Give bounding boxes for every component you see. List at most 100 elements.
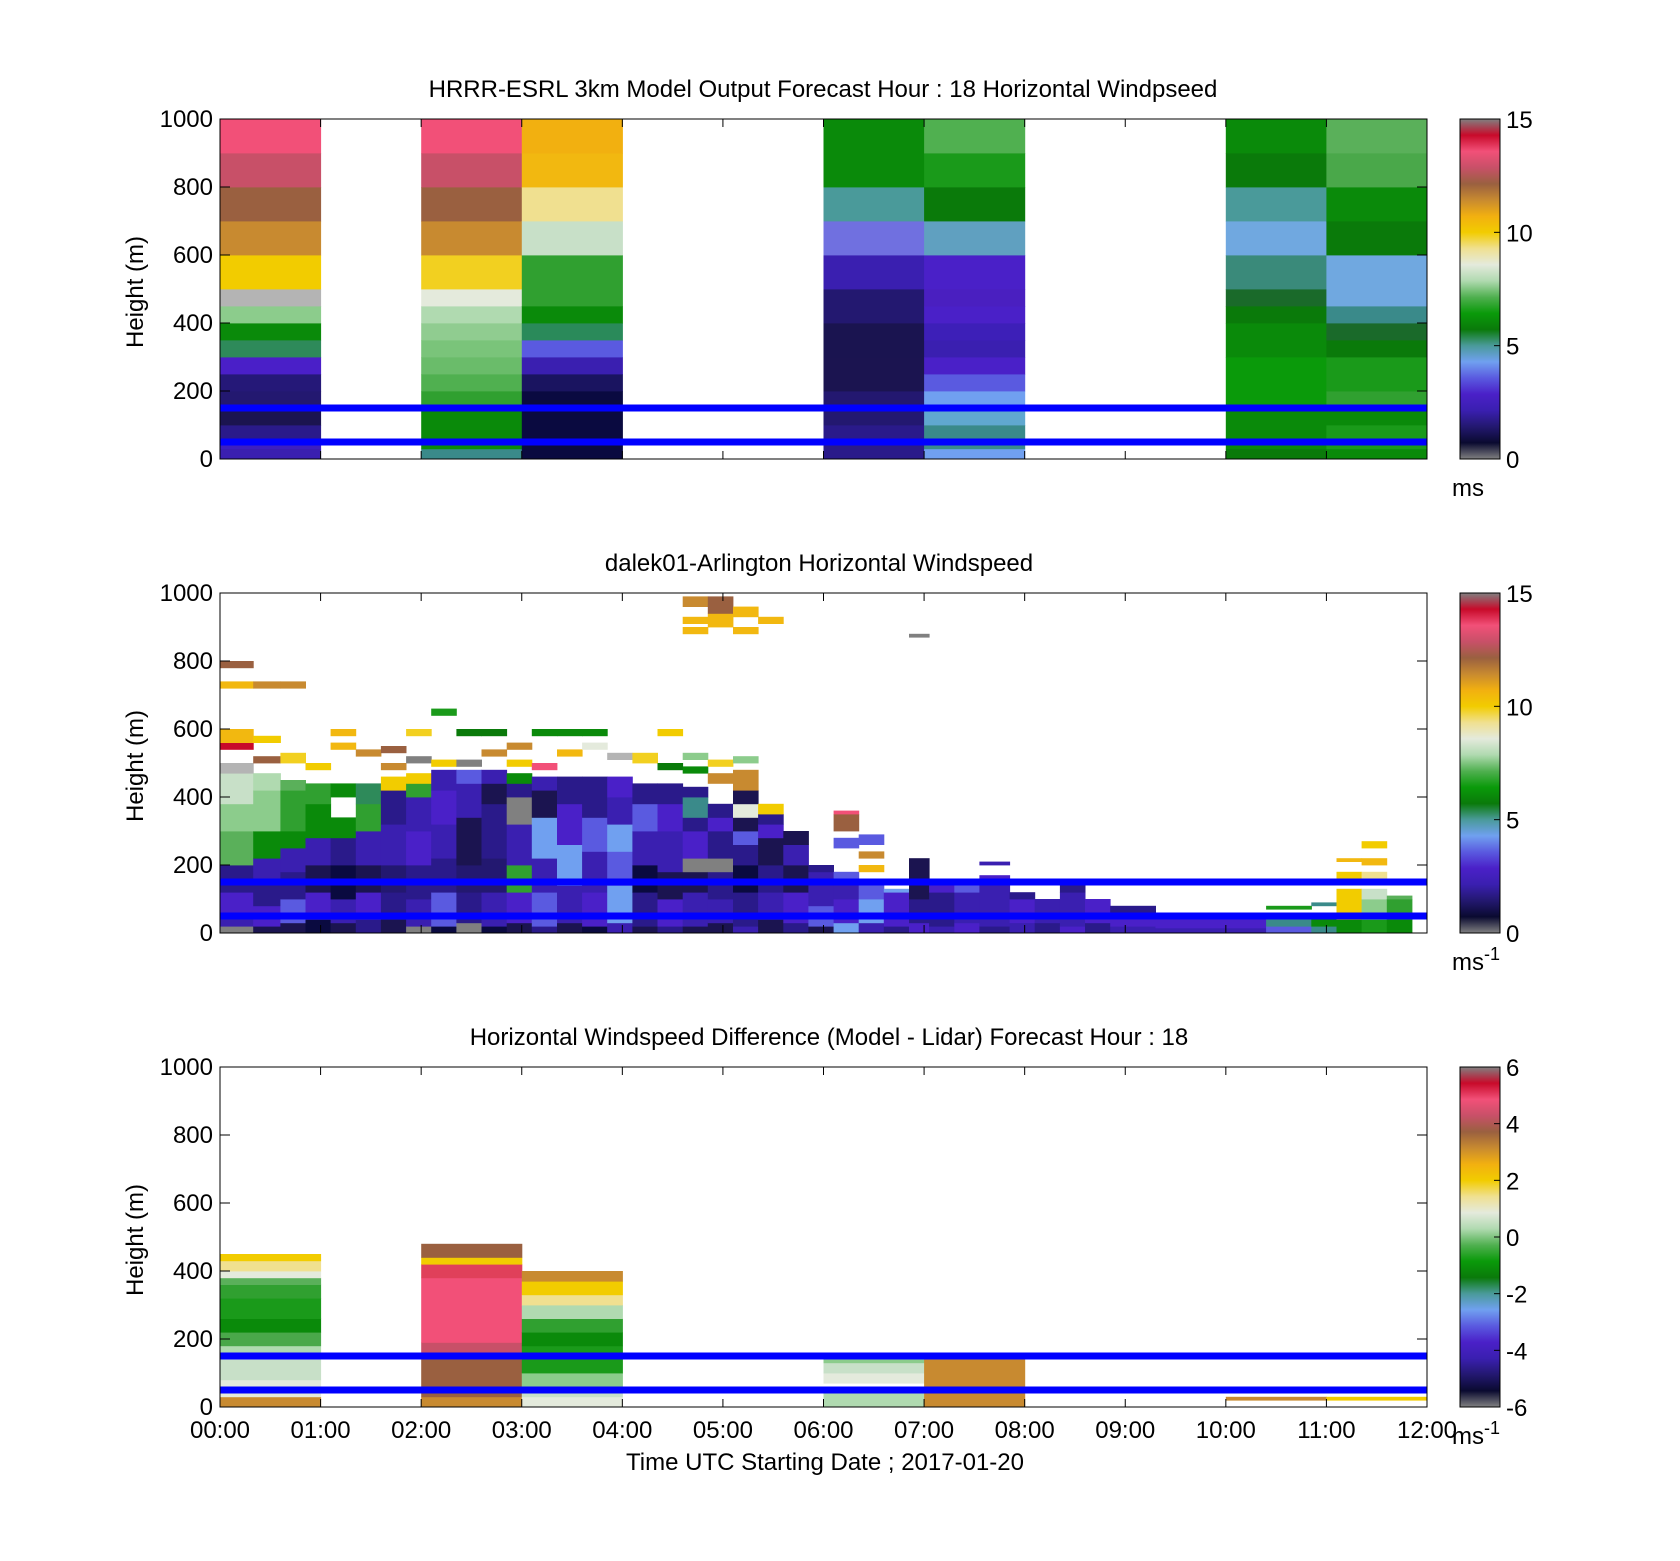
heatmap-cells xyxy=(220,1243,1428,1408)
x-tick-label: 10:00 xyxy=(1196,1417,1256,1444)
heatmap-cell xyxy=(924,374,1026,392)
heatmap-cell xyxy=(380,824,407,866)
heatmap-cell xyxy=(1034,922,1061,934)
x-tick-label: 00:00 xyxy=(190,1417,250,1444)
heatmap-cell xyxy=(521,153,623,188)
heatmap-cell xyxy=(220,1277,322,1285)
heatmap-cell xyxy=(506,797,533,825)
heatmap-cell xyxy=(421,1396,523,1408)
heatmap-cell xyxy=(330,742,357,750)
heatmap-cell xyxy=(823,1390,925,1408)
heatmap-cell xyxy=(521,1373,623,1387)
heatmap-cell xyxy=(924,153,1026,188)
y-tick-label: 200 xyxy=(173,852,213,879)
y-tick-label: 200 xyxy=(173,378,213,405)
heatmap-cell xyxy=(808,865,834,873)
heatmap-cell xyxy=(557,922,583,934)
heatmap-cell xyxy=(682,627,709,635)
heatmap-cell xyxy=(632,803,658,832)
heatmap-cell xyxy=(1225,119,1327,154)
heatmap-cell xyxy=(632,892,658,927)
y-axis-label: Height (m) xyxy=(122,1184,149,1296)
heatmap-cell xyxy=(481,769,508,784)
heatmap-cell xyxy=(1225,255,1327,290)
heatmap-cell xyxy=(220,153,322,188)
heatmap-cell xyxy=(707,899,734,924)
heatmap-cell xyxy=(909,922,930,934)
colorbar-tick-label: -2 xyxy=(1506,1282,1527,1309)
heatmap-cell xyxy=(220,1271,322,1279)
heatmap-cell xyxy=(220,306,322,324)
heatmap-cell xyxy=(531,858,558,893)
heatmap-cell xyxy=(481,803,508,859)
heatmap-cell xyxy=(220,323,322,341)
heatmap-cell xyxy=(924,221,1026,256)
heatmap-cell xyxy=(929,882,955,893)
heatmap-cell xyxy=(707,596,734,614)
heatmap-cell xyxy=(1361,871,1388,883)
x-tick-label: 12:00 xyxy=(1397,1417,1457,1444)
heatmap-cell xyxy=(833,814,860,832)
heatmap-cells xyxy=(220,596,1413,934)
heatmap-cell xyxy=(733,627,759,635)
y-tick-label: 400 xyxy=(173,784,213,811)
heatmap-cell xyxy=(305,763,332,771)
heatmap-cell xyxy=(531,817,558,859)
heatmap-cell xyxy=(280,752,306,764)
heatmap-cell xyxy=(1336,888,1363,900)
heatmap-cell xyxy=(330,817,357,839)
heatmap-cell xyxy=(758,919,784,934)
heatmap-cell xyxy=(557,776,583,805)
heatmap-cell xyxy=(1326,187,1428,222)
heatmap-cell xyxy=(406,756,432,764)
heatmap-cell xyxy=(380,790,407,825)
heatmap-cell xyxy=(1326,323,1428,341)
heatmap-cell xyxy=(1336,858,1363,862)
heatmap-cell xyxy=(220,448,322,460)
heatmap-cell xyxy=(1361,888,1388,900)
heatmap-cell xyxy=(220,1284,322,1299)
heatmap-cell xyxy=(421,221,523,256)
heatmap-cell xyxy=(220,1318,322,1333)
heatmap-cell xyxy=(924,340,1026,358)
heatmap-cell xyxy=(506,783,533,798)
heatmap-cell xyxy=(220,221,322,256)
heatmap-cell xyxy=(1034,899,1061,924)
x-tick-label: 03:00 xyxy=(492,1417,552,1444)
heatmap-cell xyxy=(355,831,382,866)
heatmap-cell xyxy=(220,187,322,222)
y-axis-label: Height (m) xyxy=(122,710,149,822)
heatmap-cell xyxy=(220,1260,322,1272)
heatmap-cell xyxy=(521,1305,623,1319)
heatmap-cell xyxy=(657,831,684,873)
heatmap-cell xyxy=(421,187,523,222)
heatmap-cell xyxy=(253,790,281,832)
heatmap-cell xyxy=(833,837,860,849)
heatmap-cell xyxy=(421,1264,523,1279)
heatmap-cell xyxy=(431,790,457,825)
heatmap-cell xyxy=(632,783,658,805)
heatmap-cell xyxy=(682,766,709,774)
heatmap-cell xyxy=(1311,902,1337,907)
x-tick-label: 08:00 xyxy=(995,1417,1055,1444)
colorbar: 0 5 10 15 ms xyxy=(1452,107,1533,502)
heatmap-cell xyxy=(521,255,623,307)
heatmap-cell xyxy=(1266,905,1312,910)
heatmap-cell xyxy=(421,1356,523,1391)
heatmap-cell xyxy=(220,357,322,375)
chart-title: Horizontal Windspeed Difference (Model -… xyxy=(470,1024,1189,1051)
heatmap-cell xyxy=(481,783,508,805)
x-tick-label: 06:00 xyxy=(793,1417,853,1444)
heatmap-cell xyxy=(380,919,407,934)
heatmap-cell xyxy=(733,844,759,866)
heatmap-cell xyxy=(924,289,1026,307)
heatmap-cell xyxy=(657,763,684,771)
reference-lines xyxy=(220,1352,1427,1394)
heatmap-cell xyxy=(421,391,523,409)
heatmap-cell xyxy=(758,824,784,839)
heatmap-cell xyxy=(531,926,558,934)
y-tick-label: 800 xyxy=(173,1122,213,1149)
heatmap-cell xyxy=(431,769,457,791)
heatmap-cell xyxy=(657,803,684,832)
heatmap-cell xyxy=(305,803,332,839)
